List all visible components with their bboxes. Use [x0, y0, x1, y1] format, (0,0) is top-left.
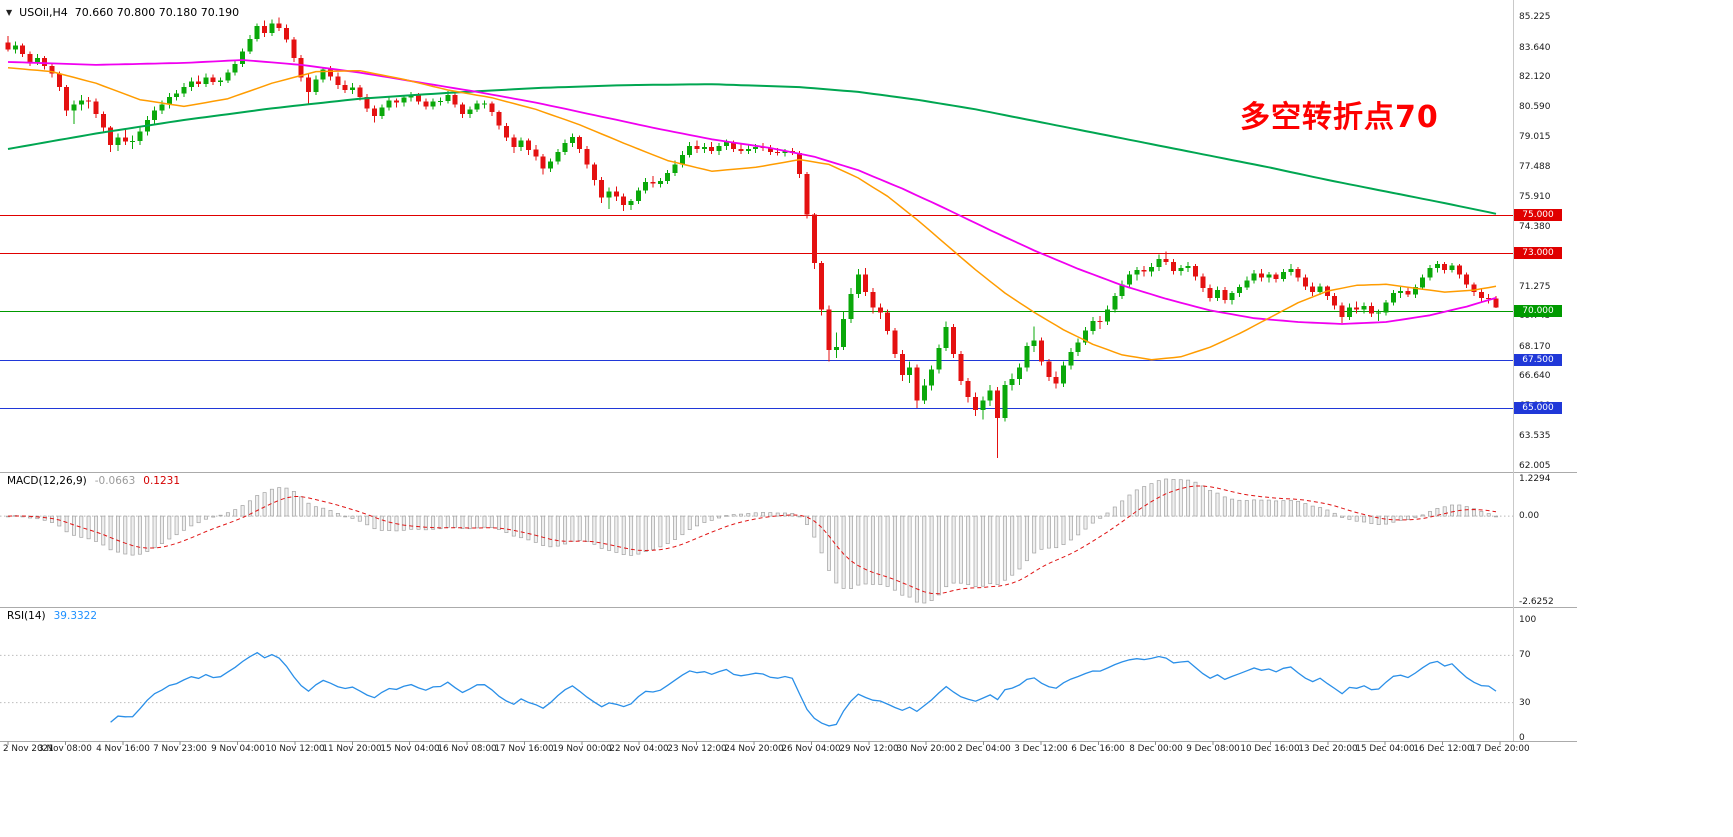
moving-average-lines: [7, 59, 1497, 361]
time-axis-label: 3 Nov 08:00: [38, 744, 92, 754]
rsi-line: [110, 651, 1497, 727]
macd-histogram: [6, 478, 1498, 604]
price-tick-label: 85.225: [1519, 12, 1551, 22]
time-axis-label: 3 Dec 12:00: [1014, 744, 1068, 754]
time-axis-label: 29 Nov 12:00: [839, 744, 899, 754]
time-axis-label: 4 Nov 16:00: [96, 744, 150, 754]
symbol-timeframe-label: USOil,H4: [19, 6, 68, 19]
time-axis-label: 16 Nov 08:00: [437, 744, 497, 754]
time-axis-label: 11 Nov 20:00: [322, 744, 382, 754]
slow-ma-green: [7, 83, 1497, 215]
rsi-axis-label: 0: [1519, 733, 1525, 743]
ohlc-values: 70.660 70.800 70.180 70.190: [74, 6, 240, 19]
price-tick-label: 77.488: [1519, 162, 1551, 172]
macd-indicator-label: MACD(12,26,9) -0.0663 0.1231: [7, 475, 180, 487]
time-axis-label: 2 Nov 2021: [3, 744, 54, 754]
fast-ma-orange: [7, 67, 1497, 361]
macd-axis-max-label: 1.2294: [1519, 474, 1551, 484]
rsi-value: 39.3322: [53, 610, 98, 622]
price-tick-label: 83.640: [1519, 43, 1551, 53]
time-axis-label: 13 Dec 20:00: [1298, 744, 1358, 754]
time-axis-label: 9 Nov 04:00: [211, 744, 265, 754]
mid-ma-magenta: [7, 59, 1497, 325]
time-axis-ticks: [7, 741, 1501, 745]
price-tick-label: 62.005: [1519, 461, 1551, 471]
horizontal-lines[interactable]: [0, 214, 1513, 410]
macd-axis-zero-label: 0.00: [1519, 511, 1540, 521]
hline-price-badge: 70.000: [1514, 305, 1562, 317]
time-axis-label: 26 Nov 04:00: [781, 744, 841, 754]
price-tick-label: 68.170: [1519, 342, 1551, 352]
expand-triangle-icon[interactable]: ▼: [6, 7, 13, 17]
time-axis-label: 16 Dec 12:00: [1413, 744, 1473, 754]
time-axis-label: 22 Nov 04:00: [609, 744, 669, 754]
time-axis-label: 9 Dec 08:00: [1186, 744, 1240, 754]
hline-price-badge: 75.000: [1514, 209, 1562, 221]
chart-annotation-text[interactable]: 多空转折点70: [1240, 100, 1439, 135]
price-scale-axis[interactable]: 1.2294 0.00 -2.6252 85.225 83.640 82.120 80…: [1513, 0, 1577, 760]
time-axis-label: 8 Dec 00:00: [1129, 744, 1183, 754]
time-axis-label: 15 Dec 04:00: [1355, 744, 1415, 754]
macd-panel: [0, 478, 1513, 604]
time-axis-label: 19 Nov 00:00: [552, 744, 612, 754]
time-axis-label: 23 Nov 12:00: [667, 744, 727, 754]
macd-signal-line: [7, 485, 1497, 595]
price-tick-label: 79.015: [1519, 132, 1551, 142]
rsi-axis-label: 70: [1519, 650, 1531, 660]
time-axis-label: 17 Dec 20:00: [1470, 744, 1530, 754]
price-tick-label: 82.120: [1519, 72, 1551, 82]
macd-main-value: -0.0663: [94, 475, 136, 487]
chart-header: ▼ USOil,H4 70.660 70.800 70.180 70.190: [6, 6, 239, 19]
macd-axis-min-label: -2.6252: [1519, 597, 1554, 607]
time-axis-label: 30 Nov 20:00: [896, 744, 956, 754]
hline-price-badge: 67.500: [1514, 354, 1562, 366]
price-tick-label: 74.380: [1519, 222, 1551, 232]
hline-price-badge: 65.000: [1514, 402, 1562, 414]
rsi-name: RSI(14): [7, 610, 46, 622]
time-axis-label: 2 Dec 04:00: [957, 744, 1011, 754]
hline-price-badge: 73.000: [1514, 247, 1562, 259]
time-axis-label: 10 Nov 12:00: [265, 744, 325, 754]
time-axis-label: 24 Nov 20:00: [724, 744, 784, 754]
price-tick-label: 66.640: [1519, 371, 1551, 381]
panel-separators[interactable]: [0, 0, 1577, 742]
price-tick-label: 80.590: [1519, 102, 1551, 112]
price-tick-label: 63.535: [1519, 431, 1551, 441]
time-axis[interactable]: 2 Nov 2021 3 Nov 08:00 4 Nov 16:00 7 Nov 23…: [0, 744, 1600, 760]
price-tick-label: 71.275: [1519, 282, 1551, 292]
rsi-panel: [0, 651, 1513, 727]
time-axis-label: 6 Dec 16:00: [1071, 744, 1125, 754]
time-axis-label: 15 Nov 04:00: [380, 744, 440, 754]
time-axis-label: 7 Nov 23:00: [153, 744, 207, 754]
time-axis-label: 17 Nov 16:00: [494, 744, 554, 754]
time-axis-label: 10 Dec 16:00: [1240, 744, 1300, 754]
price-tick-label: 75.910: [1519, 192, 1551, 202]
macd-name: MACD(12,26,9): [7, 475, 87, 487]
rsi-indicator-label: RSI(14) 39.3322: [7, 610, 97, 622]
candles: [5, 17, 1499, 458]
macd-signal-value: 0.1231: [143, 475, 181, 487]
rsi-axis-label: 30: [1519, 698, 1531, 708]
rsi-axis-label: 100: [1519, 615, 1537, 625]
